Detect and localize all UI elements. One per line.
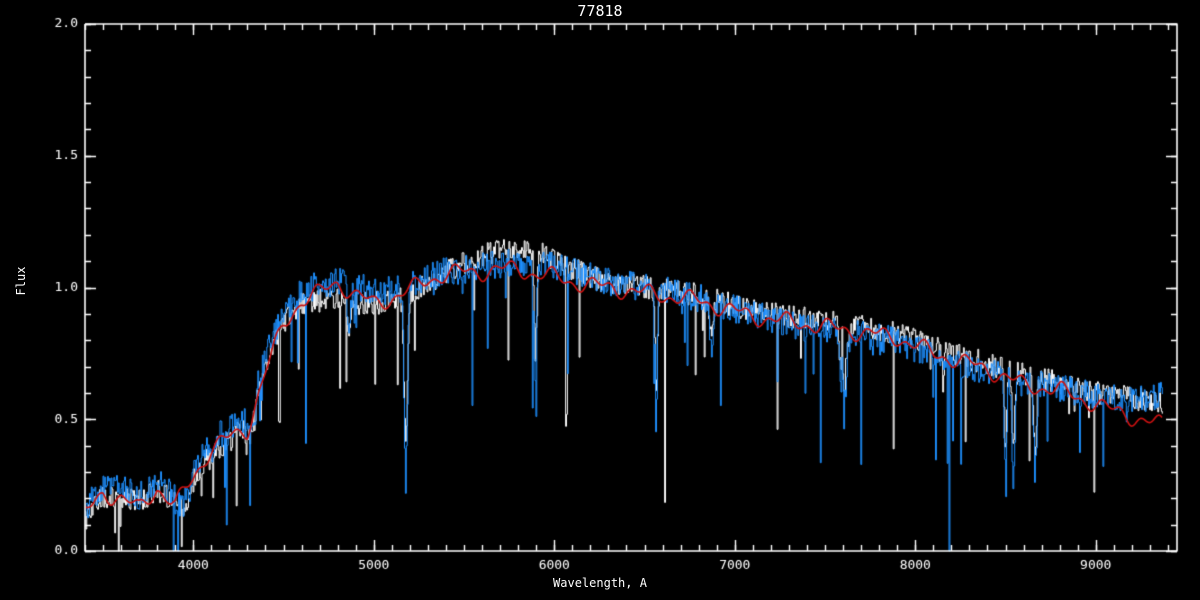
spectrum-plot-figure: 77818 Wavelength, A Flux <box>0 0 1200 600</box>
spectrum-canvas <box>0 0 1200 600</box>
